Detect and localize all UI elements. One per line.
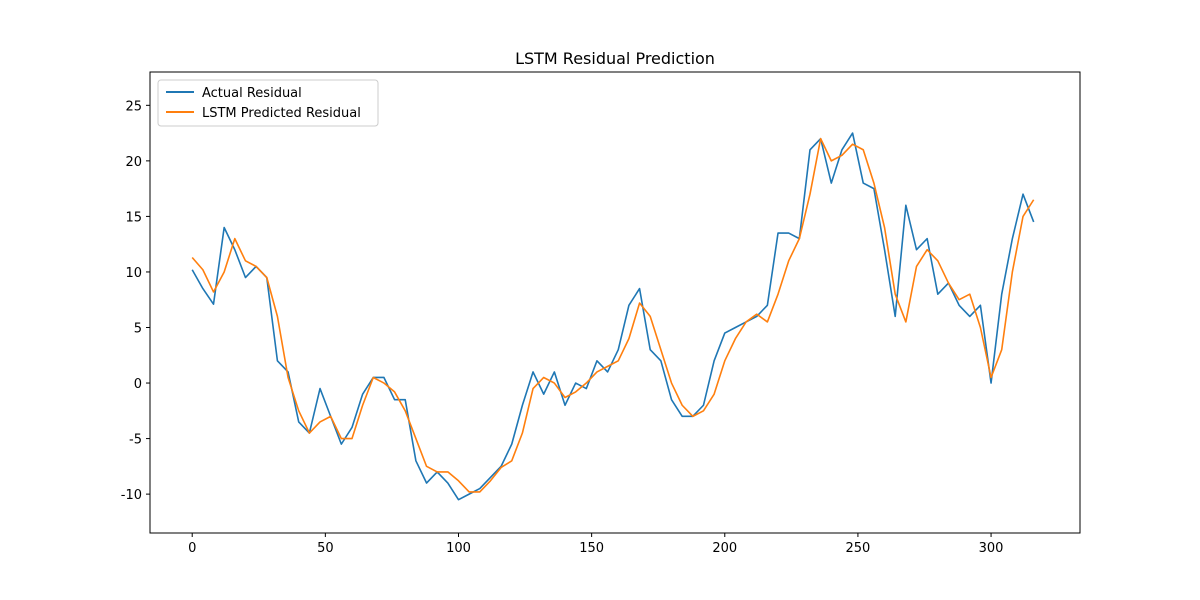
legend: Actual Residual LSTM Predicted Residual (157, 79, 379, 127)
x-tick-label: 150 (579, 541, 604, 556)
series-line (191, 137, 1035, 493)
x-tick-label: 0 (188, 541, 196, 556)
y-tick-label: 10 (125, 266, 142, 281)
y-tick-label: 15 (125, 210, 142, 225)
x-tick-label: 200 (712, 541, 737, 556)
legend-label: Actual Residual (202, 86, 302, 101)
x-tick-label: 100 (446, 541, 471, 556)
y-tick-label: -5 (129, 433, 142, 448)
y-tick-label: 5 (134, 321, 142, 336)
x-tick-label: 50 (317, 541, 334, 556)
x-tick-label: 250 (846, 541, 871, 556)
legend-label: LSTM Predicted Residual (202, 106, 361, 121)
y-tick-label: -10 (121, 488, 142, 503)
plot-frame (149, 71, 1081, 534)
y-tick-label: 0 (134, 377, 142, 392)
y-tick-label: 25 (125, 99, 142, 114)
y-tick-label: 20 (125, 155, 142, 170)
legend-box (157, 79, 379, 127)
chart-title: LSTM Residual Prediction (515, 49, 715, 68)
x-tick-label: 300 (979, 541, 1004, 556)
